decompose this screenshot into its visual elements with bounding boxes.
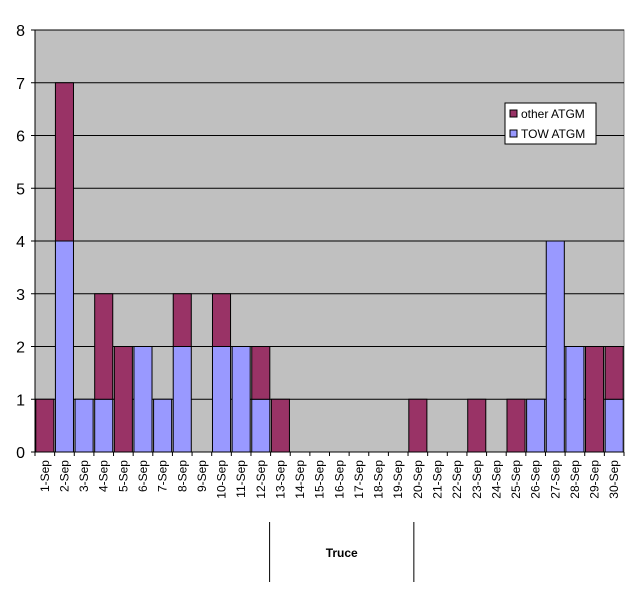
bar-tow-atgm-6-sep xyxy=(133,346,153,453)
y-tick-label: 3 xyxy=(16,287,25,304)
bar-tow-atgm-28-sep xyxy=(565,346,585,453)
y-tick-label: 5 xyxy=(16,181,25,198)
bar-other-atgm-12-sep xyxy=(251,346,271,400)
x-tick-label: 19-Sep xyxy=(391,460,405,499)
bar-tow-atgm-12-sep xyxy=(251,398,271,453)
y-tick-label: 4 xyxy=(16,234,25,251)
x-tick-label: 12-Sep xyxy=(254,460,268,499)
x-tick-label: 28-Sep xyxy=(568,460,582,499)
legend-swatch xyxy=(509,109,518,118)
bar-tow-atgm-7-sep xyxy=(153,398,173,453)
bar-other-atgm-5-sep xyxy=(113,346,133,453)
x-tick-label: 21-Sep xyxy=(430,460,444,499)
legend-swatch xyxy=(509,129,518,138)
bar-other-atgm-8-sep xyxy=(172,293,192,347)
x-tick-label: 22-Sep xyxy=(450,460,464,499)
bar-other-atgm-1-sep xyxy=(35,398,55,453)
x-tick-label: 14-Sep xyxy=(293,460,307,499)
bar-tow-atgm-8-sep xyxy=(172,346,192,453)
x-tick-label: 11-Sep xyxy=(234,460,248,498)
annotation-label: Truce xyxy=(326,546,358,560)
x-tick-label: 7-Sep xyxy=(156,460,170,492)
x-tick-label: 17-Sep xyxy=(352,460,366,499)
x-tick-label: 23-Sep xyxy=(470,460,484,499)
x-tick-label: 18-Sep xyxy=(372,460,386,499)
bar-other-atgm-25-sep xyxy=(506,398,526,453)
y-tick-label: 2 xyxy=(16,340,25,357)
y-axis-ticks: 0 1 2 3 4 5 6 7 8 xyxy=(16,23,35,462)
x-tick-label: 4-Sep xyxy=(97,460,111,492)
legend-label: TOW ATGM xyxy=(521,127,585,141)
bar-other-atgm-2-sep xyxy=(54,82,74,242)
x-tick-label: 13-Sep xyxy=(273,460,287,499)
legend-box xyxy=(504,102,597,145)
x-tick-label: 26-Sep xyxy=(529,460,543,499)
y-tick-label: 7 xyxy=(16,76,25,93)
x-tick-label: 6-Sep xyxy=(136,460,150,492)
x-tick-label: 29-Sep xyxy=(588,460,602,499)
bar-tow-atgm-27-sep xyxy=(545,240,565,453)
x-tick-label: 24-Sep xyxy=(489,460,503,499)
x-tick-label: 20-Sep xyxy=(411,460,425,499)
bar-other-atgm-13-sep xyxy=(270,398,290,453)
legend-label: other ATGM xyxy=(521,107,585,121)
x-tick-label: 9-Sep xyxy=(195,460,209,492)
bar-other-atgm-29-sep xyxy=(585,346,605,453)
x-tick-label: 3-Sep xyxy=(77,460,91,492)
x-tick-label: 5-Sep xyxy=(116,460,130,492)
bar-other-atgm-30-sep xyxy=(604,346,624,400)
x-tick-label: 25-Sep xyxy=(509,460,523,499)
bar-tow-atgm-11-sep xyxy=(231,346,251,453)
bar-tow-atgm-3-sep xyxy=(74,398,94,453)
x-tick-label: 15-Sep xyxy=(313,460,327,499)
x-tick-label: 10-Sep xyxy=(215,460,229,499)
legend: other ATGM TOW ATGM xyxy=(504,102,597,145)
bar-other-atgm-23-sep xyxy=(467,398,487,453)
x-tick-label: 2-Sep xyxy=(57,460,71,492)
x-tick-label: 16-Sep xyxy=(332,460,346,499)
x-tick-label: 8-Sep xyxy=(175,460,189,492)
x-axis-ticks: 1-Sep 2-Sep 3-Sep 4-Sep 5-Sep 6-Sep 7-Sep 8-Sep… xyxy=(34,452,625,499)
bar-other-atgm-4-sep xyxy=(94,293,114,400)
bar-tow-atgm-10-sep xyxy=(211,346,232,453)
y-tick-label: 0 xyxy=(16,445,25,462)
x-tick-label: 27-Sep xyxy=(548,460,562,499)
annotations: Truce xyxy=(269,522,415,582)
bar-tow-atgm-2-sep xyxy=(54,240,74,453)
y-tick-label: 1 xyxy=(16,392,25,409)
x-tick-label: 30-Sep xyxy=(607,460,621,499)
bar-other-atgm-10-sep xyxy=(211,293,232,347)
y-tick-label: 8 xyxy=(16,23,25,40)
y-tick-label: 6 xyxy=(16,129,25,146)
bars xyxy=(35,82,624,453)
bar-other-atgm-20-sep xyxy=(408,398,428,453)
bar-tow-atgm-30-sep xyxy=(604,398,624,453)
x-tick-label: 1-Sep xyxy=(38,460,52,492)
bar-tow-atgm-26-sep xyxy=(526,398,546,453)
bar-tow-atgm-4-sep xyxy=(94,398,114,453)
